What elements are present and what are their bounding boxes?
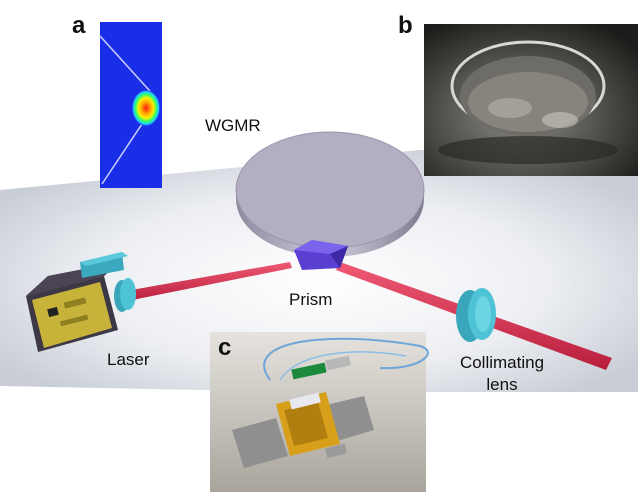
collimating-lens-label: Collimating lens [447, 352, 557, 396]
laser-beam-in [120, 262, 292, 302]
laser-label: Laser [107, 350, 150, 369]
laser-chip [26, 252, 128, 352]
collimating-label-line1: Collimating [459, 353, 545, 372]
panel-a-mode-simulation [99, 22, 162, 188]
collimating-lens [456, 288, 496, 342]
panel-label-a: a [72, 12, 86, 39]
laser-lens [114, 278, 136, 312]
prism-label: Prism [289, 290, 333, 309]
panel-label-b: b [398, 12, 413, 39]
prism [294, 240, 348, 270]
panel-c-device-photo [210, 332, 429, 492]
collimating-label-line2: lens [486, 375, 518, 394]
panel-b-resonator-photo [424, 24, 638, 176]
wgmr-resonator [235, 131, 425, 257]
panel-label-c: c [218, 334, 232, 361]
wgmr-label: WGMR [205, 116, 261, 135]
